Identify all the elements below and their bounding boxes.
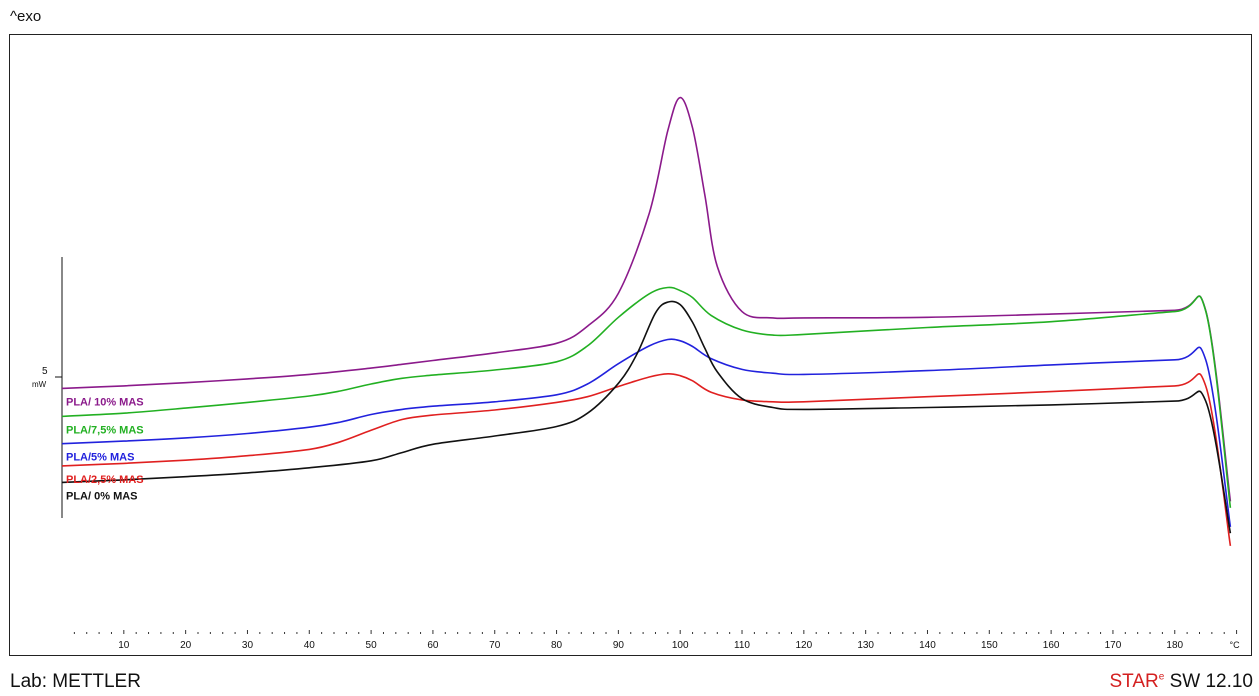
series-label-3: PLA/2,5% MAS [66, 474, 144, 486]
series-label-1: PLA/7,5% MAS [66, 424, 144, 436]
scale-bar-value: 5 [42, 366, 48, 377]
series-labels: PLA/ 10% MAS PLA/7,5% MAS PLA/5% MAS PLA/2,… [66, 396, 144, 502]
registered-mark: e [1158, 671, 1165, 683]
x-tick-label: 30 [242, 640, 254, 651]
dsc-chart: 5 mW 10 20 30 40 50 60 70 80 90 100 110 120 130 140 15… [32, 96, 1241, 651]
x-tick-label: 60 [427, 640, 439, 651]
x-tick-label: 140 [919, 640, 936, 651]
series-layer [61, 96, 1232, 547]
series-line-2 [61, 338, 1232, 528]
x-tick-label: 170 [1105, 640, 1122, 651]
series-line-1 [61, 286, 1232, 508]
x-tick-label: 120 [795, 640, 812, 651]
plot-frame: 5 mW 10 20 30 40 50 60 70 80 90 100 110 120 130 140 15… [9, 34, 1252, 656]
lab-label: Lab: METTLER [10, 671, 141, 692]
x-tick-label: 100 [672, 640, 689, 651]
x-tick-label: 160 [1043, 640, 1060, 651]
x-tick-label: 70 [489, 640, 501, 651]
x-tick-label: 150 [981, 640, 998, 651]
series-line-0 [61, 96, 1232, 502]
x-tick-label: 130 [857, 640, 874, 651]
x-tick-label: 110 [734, 640, 750, 651]
x-tick-label: 10 [118, 640, 130, 651]
x-tick-label: 40 [304, 640, 316, 651]
series-line-4 [61, 300, 1232, 534]
brand-prefix: STAR [1109, 671, 1159, 692]
brand-suffix: SW 12.10 [1169, 671, 1253, 692]
x-axis-unit-label: °C [1230, 640, 1241, 650]
x-tick-label: 180 [1166, 640, 1183, 651]
series-label-4: PLA/ 0% MAS [66, 490, 138, 502]
series-label-0: PLA/ 10% MAS [66, 396, 144, 408]
series-label-2: PLA/5% MAS [66, 452, 134, 464]
exo-direction-label: ^exo [10, 8, 42, 25]
x-axis: 10 20 30 40 50 60 70 80 90 100 110 120 130 140 150 160 1… [73, 630, 1241, 651]
series-line-3 [61, 372, 1232, 547]
x-tick-label: 80 [551, 640, 563, 651]
software-version: STARe SW 12.10 [1109, 671, 1253, 693]
x-tick-label: 90 [613, 640, 625, 651]
x-tick-label: 50 [366, 640, 378, 651]
scale-bar-unit: mW [32, 380, 47, 389]
x-tick-label: 20 [180, 640, 192, 651]
